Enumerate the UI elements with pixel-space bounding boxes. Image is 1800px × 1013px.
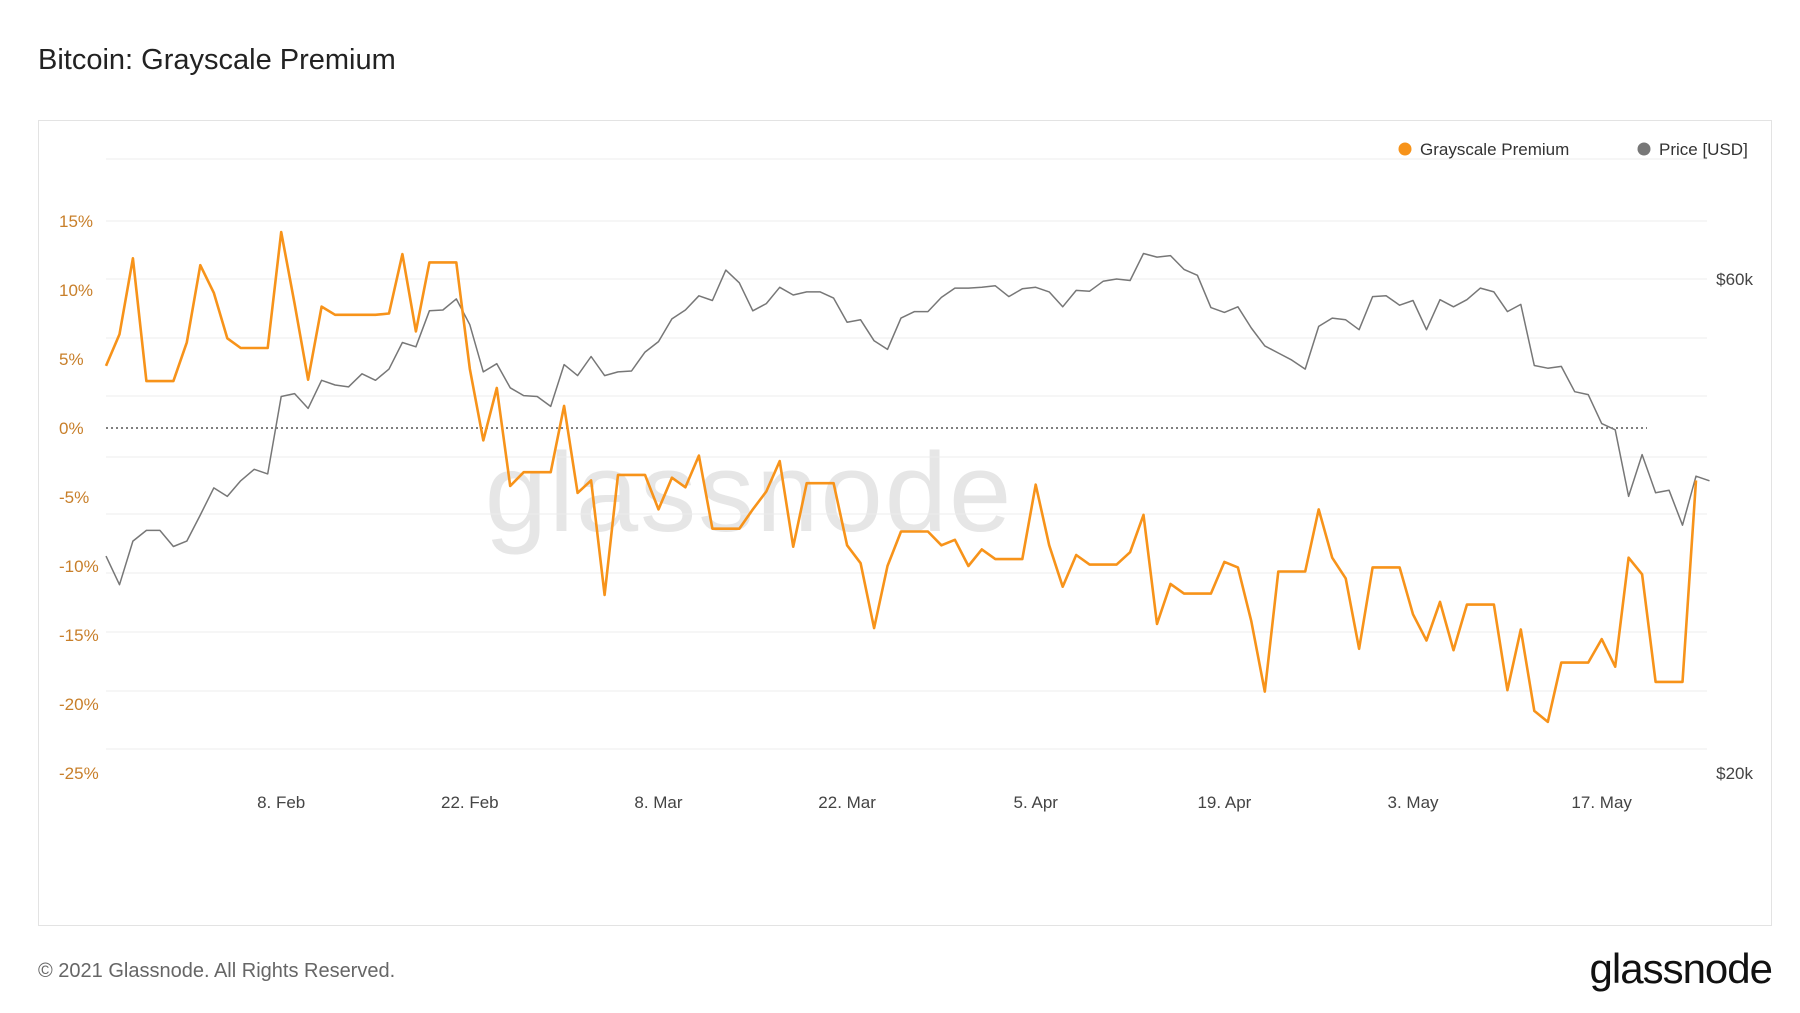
x-tick-label: 3. May — [1388, 793, 1440, 812]
y-right-tick-label: $20k — [1716, 764, 1753, 783]
series-layer — [104, 230, 1710, 724]
grid — [106, 158, 1707, 750]
series-line-grayscale-premium — [104, 230, 1698, 724]
x-tick-label: 17. May — [1571, 793, 1632, 812]
legend-label: Grayscale Premium — [1420, 140, 1569, 159]
copyright-text: © 2021 Glassnode. All Rights Reserved. — [38, 960, 396, 982]
series-line-price — [105, 252, 1710, 586]
y-left-tick-label: -5% — [59, 488, 89, 507]
legend-item-grayscale-premium[interactable]: Grayscale Premium — [1398, 140, 1570, 159]
axes: 15% 10% 5% 0% -5% -10% -15% -20% -25% $60k $20k 8. … — [59, 212, 1753, 812]
y-left-tick-label: 15% — [59, 212, 93, 231]
x-tick-label: 22. Feb — [441, 793, 499, 812]
x-tick-label: 19. Apr — [1197, 793, 1251, 812]
y-left-tick-label: 5% — [59, 350, 84, 369]
legend-label: Price [USD] — [1659, 140, 1748, 159]
y-right-tick-label: $60k — [1716, 270, 1753, 289]
x-tick-label: 5. Apr — [1014, 793, 1059, 812]
chart-svg: glassnode 15% 10% 5% 0% -5% -10% -15% -20% -25% $… — [59, 140, 1753, 812]
x-tick-label: 8. Mar — [634, 793, 683, 812]
y-left-tick-label: 0% — [59, 419, 84, 438]
y-left-tick-label: -20% — [59, 695, 99, 714]
legend-dot-icon — [1637, 142, 1651, 156]
brand-logo: glassnode — [1589, 945, 1773, 992]
y-left-tick-label: 10% — [59, 281, 93, 300]
y-left-tick-label: -15% — [59, 626, 99, 645]
watermark: glassnode — [485, 430, 1014, 555]
chart-frame: glassnode 15% 10% 5% 0% -5% -10% -15% -20% -25% $… — [38, 120, 1772, 926]
chart-title: Bitcoin: Grayscale Premium — [38, 44, 396, 76]
x-tick-label: 8. Feb — [257, 793, 305, 812]
y-left-tick-label: -25% — [59, 764, 99, 783]
legend-dot-icon — [1398, 142, 1412, 156]
legend-item-price[interactable]: Price [USD] — [1637, 140, 1748, 159]
legend: Grayscale Premium Price [USD] — [1398, 140, 1748, 159]
y-left-tick-label: -10% — [59, 557, 99, 576]
x-tick-label: 22. Mar — [818, 793, 876, 812]
